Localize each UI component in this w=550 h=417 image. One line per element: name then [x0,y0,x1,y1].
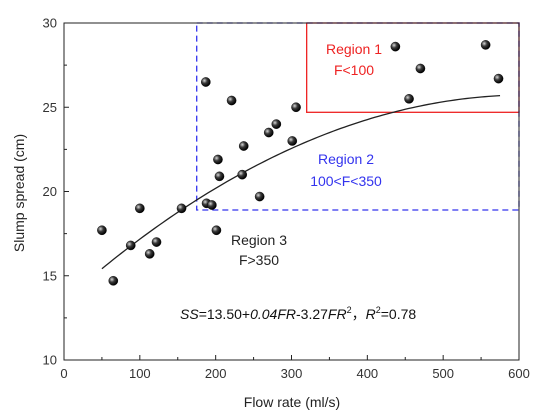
x-tick-label-500: 500 [432,366,454,381]
x-tick-label-100: 100 [129,366,151,381]
data-point-10 [207,200,217,210]
eq-fr: FR [328,306,347,322]
data-point-24 [415,63,426,74]
x-axis-title: Flow rate (ml/s) [244,394,340,410]
fit-curve [101,95,501,270]
region-3-condition: F>350 [239,252,279,268]
eq-sup-1: 2 [347,305,352,315]
data-points [97,40,504,286]
y-tick-label-15: 15 [43,268,57,283]
data-point-23 [404,94,414,104]
data-point-11 [211,225,222,236]
data-point-17 [254,191,265,202]
data-point-1 [97,225,107,236]
region-2-condition: 100<F<350 [310,173,382,189]
data-point-18 [263,127,274,138]
region-1-condition: F<100 [334,62,374,78]
data-point-4 [135,203,145,214]
data-point-7 [176,203,187,214]
eq-sup-2: 2 [376,305,381,315]
x-tick-label-600: 600 [508,366,530,381]
data-point-6 [151,237,162,247]
data-point-14 [226,95,237,106]
data-point-21 [291,102,301,113]
y-tick-label-30: 30 [43,16,57,31]
regression-equation: SS=13.50+0.04FR-3.27FR2，R2=0.78 [180,305,416,322]
data-point-19 [271,119,282,129]
y-tick-label-25: 25 [43,100,57,115]
eq-ss: SS [180,306,199,322]
data-point-5 [144,249,155,259]
region-2-label: Region 2 [318,151,374,167]
data-point-22 [390,41,401,52]
data-point-8 [201,77,211,87]
data-point-25 [480,40,491,50]
eq-coef1: 0.04FR [250,306,296,322]
region-3-label: Region 3 [231,232,287,248]
region-1-label: Region 1 [326,41,382,57]
eq-sep: ， [352,306,366,322]
eq-part2: -3.27 [296,306,328,322]
x-tick-label-300: 300 [281,366,303,381]
fit-curve-layer [101,95,501,270]
y-tick-label-10: 10 [43,353,57,368]
data-point-12 [213,154,223,165]
eq-r: R [366,306,376,322]
data-point-20 [287,136,298,146]
data-point-16 [238,141,249,151]
data-point-3 [125,240,136,251]
y-tick-label-20: 20 [43,184,57,199]
axes: 0 100 200 300 400 500 600 10 15 20 25 30 [43,16,530,382]
eq-r2-value: =0.78 [381,306,417,322]
x-tick-label-400: 400 [356,366,378,381]
eq-part1: =13.50+ [199,306,250,322]
x-tick-label-200: 200 [205,366,227,381]
x-tick-label-0: 0 [60,366,67,381]
y-axis-title: Slump spread (cm) [11,134,27,252]
data-point-13 [214,171,225,182]
data-point-15 [237,169,248,180]
data-point-2 [108,276,119,286]
data-point-26 [493,73,504,84]
